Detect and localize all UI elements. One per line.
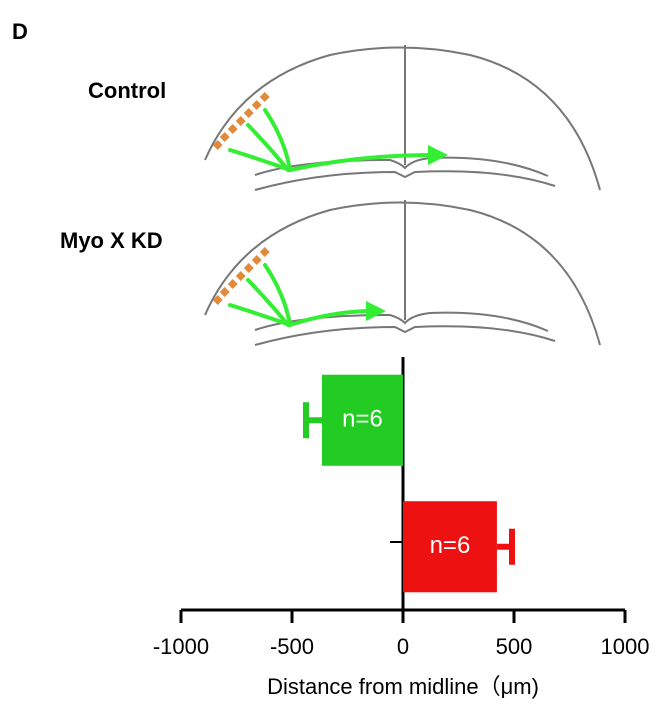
x-tick-label: 500 xyxy=(496,634,533,659)
bar xyxy=(403,501,497,593)
brain-diagram xyxy=(204,200,601,346)
bar xyxy=(321,374,403,466)
bar-annotation: n=6 xyxy=(342,406,383,433)
brain-diagram xyxy=(204,45,601,191)
x-tick-label: 1000 xyxy=(601,634,650,659)
diagram-label: Myo X KD xyxy=(60,228,163,253)
bar-annotation: n=6 xyxy=(430,532,471,559)
panel-label: D xyxy=(12,19,28,44)
error-bar xyxy=(496,528,516,565)
x-tick-label: -1000 xyxy=(153,634,209,659)
x-axis-label: Distance from midline（μm) xyxy=(267,674,539,699)
error-bar xyxy=(302,402,322,439)
diagram-label: Control xyxy=(88,78,166,103)
x-tick-label: 0 xyxy=(397,634,409,659)
x-tick-label: -500 xyxy=(270,634,314,659)
